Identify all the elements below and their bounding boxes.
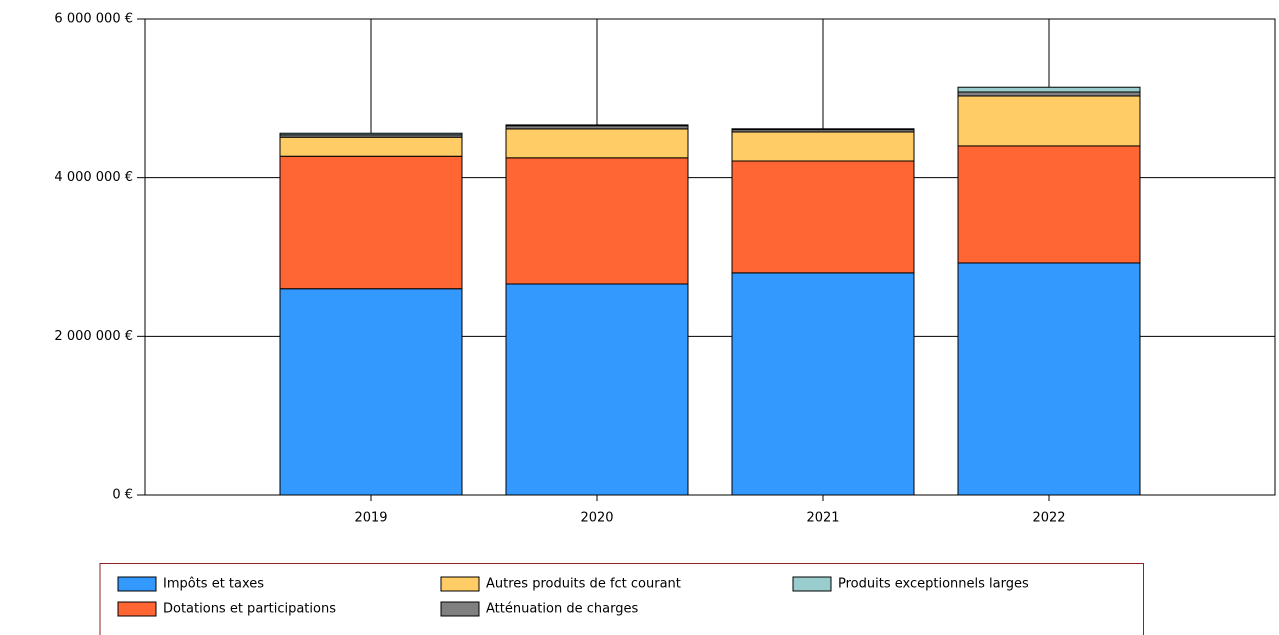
bar-segment <box>957 262 1141 496</box>
legend-swatch <box>117 576 157 592</box>
bar-segment <box>731 131 915 162</box>
x-tick-label: 2021 <box>806 511 839 526</box>
bar-segment <box>957 95 1141 147</box>
legend-label: Produits exceptionnels larges <box>838 577 1029 592</box>
bar-segment <box>505 157 689 285</box>
bar-segment <box>279 132 463 136</box>
bar-segment <box>957 91 1141 97</box>
x-tick-label: 2022 <box>1032 511 1065 526</box>
y-tick-label: 0 € <box>112 488 133 503</box>
bar-segment <box>279 288 463 496</box>
bar-segment <box>505 124 689 127</box>
x-tick-label: 2019 <box>354 511 387 526</box>
bar-segment <box>731 160 915 274</box>
y-tick-label: 2 000 000 € <box>54 329 133 344</box>
bar-segment <box>957 145 1141 264</box>
bar-segment <box>731 128 915 131</box>
legend-swatch <box>117 601 157 617</box>
bar-segment <box>505 283 689 496</box>
legend-swatch <box>440 576 480 592</box>
y-tick-label: 4 000 000 € <box>54 170 133 185</box>
legend-box <box>99 563 1144 635</box>
legend-label: Autres produits de fct courant <box>486 577 681 592</box>
y-tick-label: 6 000 000 € <box>54 12 133 27</box>
bar-segment <box>731 272 915 496</box>
bar-segment <box>505 128 689 159</box>
legend-swatch <box>440 601 480 617</box>
bar-segment <box>957 86 1141 93</box>
x-tick-label: 2020 <box>580 511 613 526</box>
legend-label: Atténuation de charges <box>486 602 638 617</box>
bar-segment <box>279 155 463 290</box>
bar-segment <box>279 136 463 157</box>
legend-label: Dotations et participations <box>163 602 336 617</box>
legend-label: Impôts et taxes <box>163 577 264 592</box>
legend-swatch <box>792 576 832 592</box>
